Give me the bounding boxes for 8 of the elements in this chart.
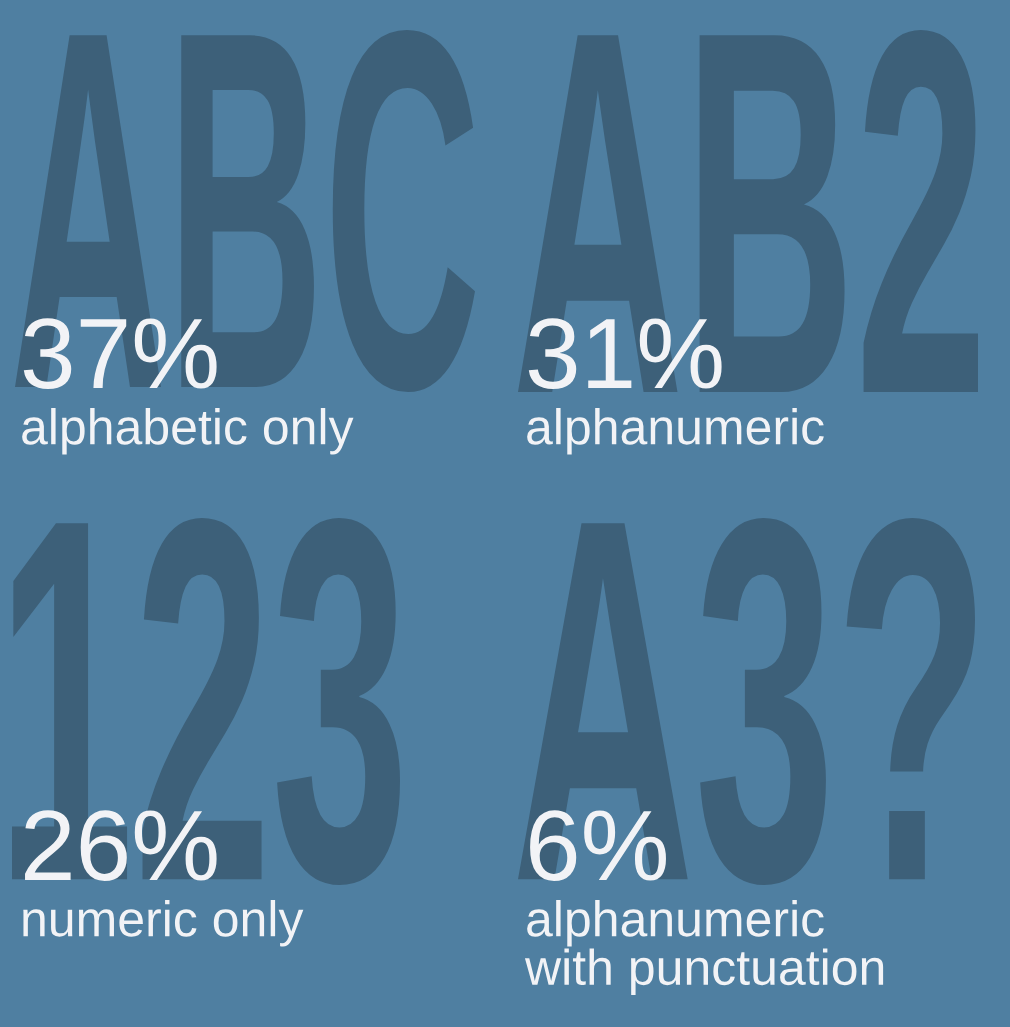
category-label: alphanumeric <box>527 408 824 455</box>
data-label: 26% <box>25 810 217 881</box>
data-label: 37% <box>23 318 217 389</box>
data-label: 6% <box>530 810 666 881</box>
data-label: 31% <box>528 318 722 389</box>
category-label: alphanumeric with punctuation <box>524 900 884 996</box>
category-label: alphabetic only <box>22 408 354 455</box>
category-label: numeric only <box>23 900 304 947</box>
